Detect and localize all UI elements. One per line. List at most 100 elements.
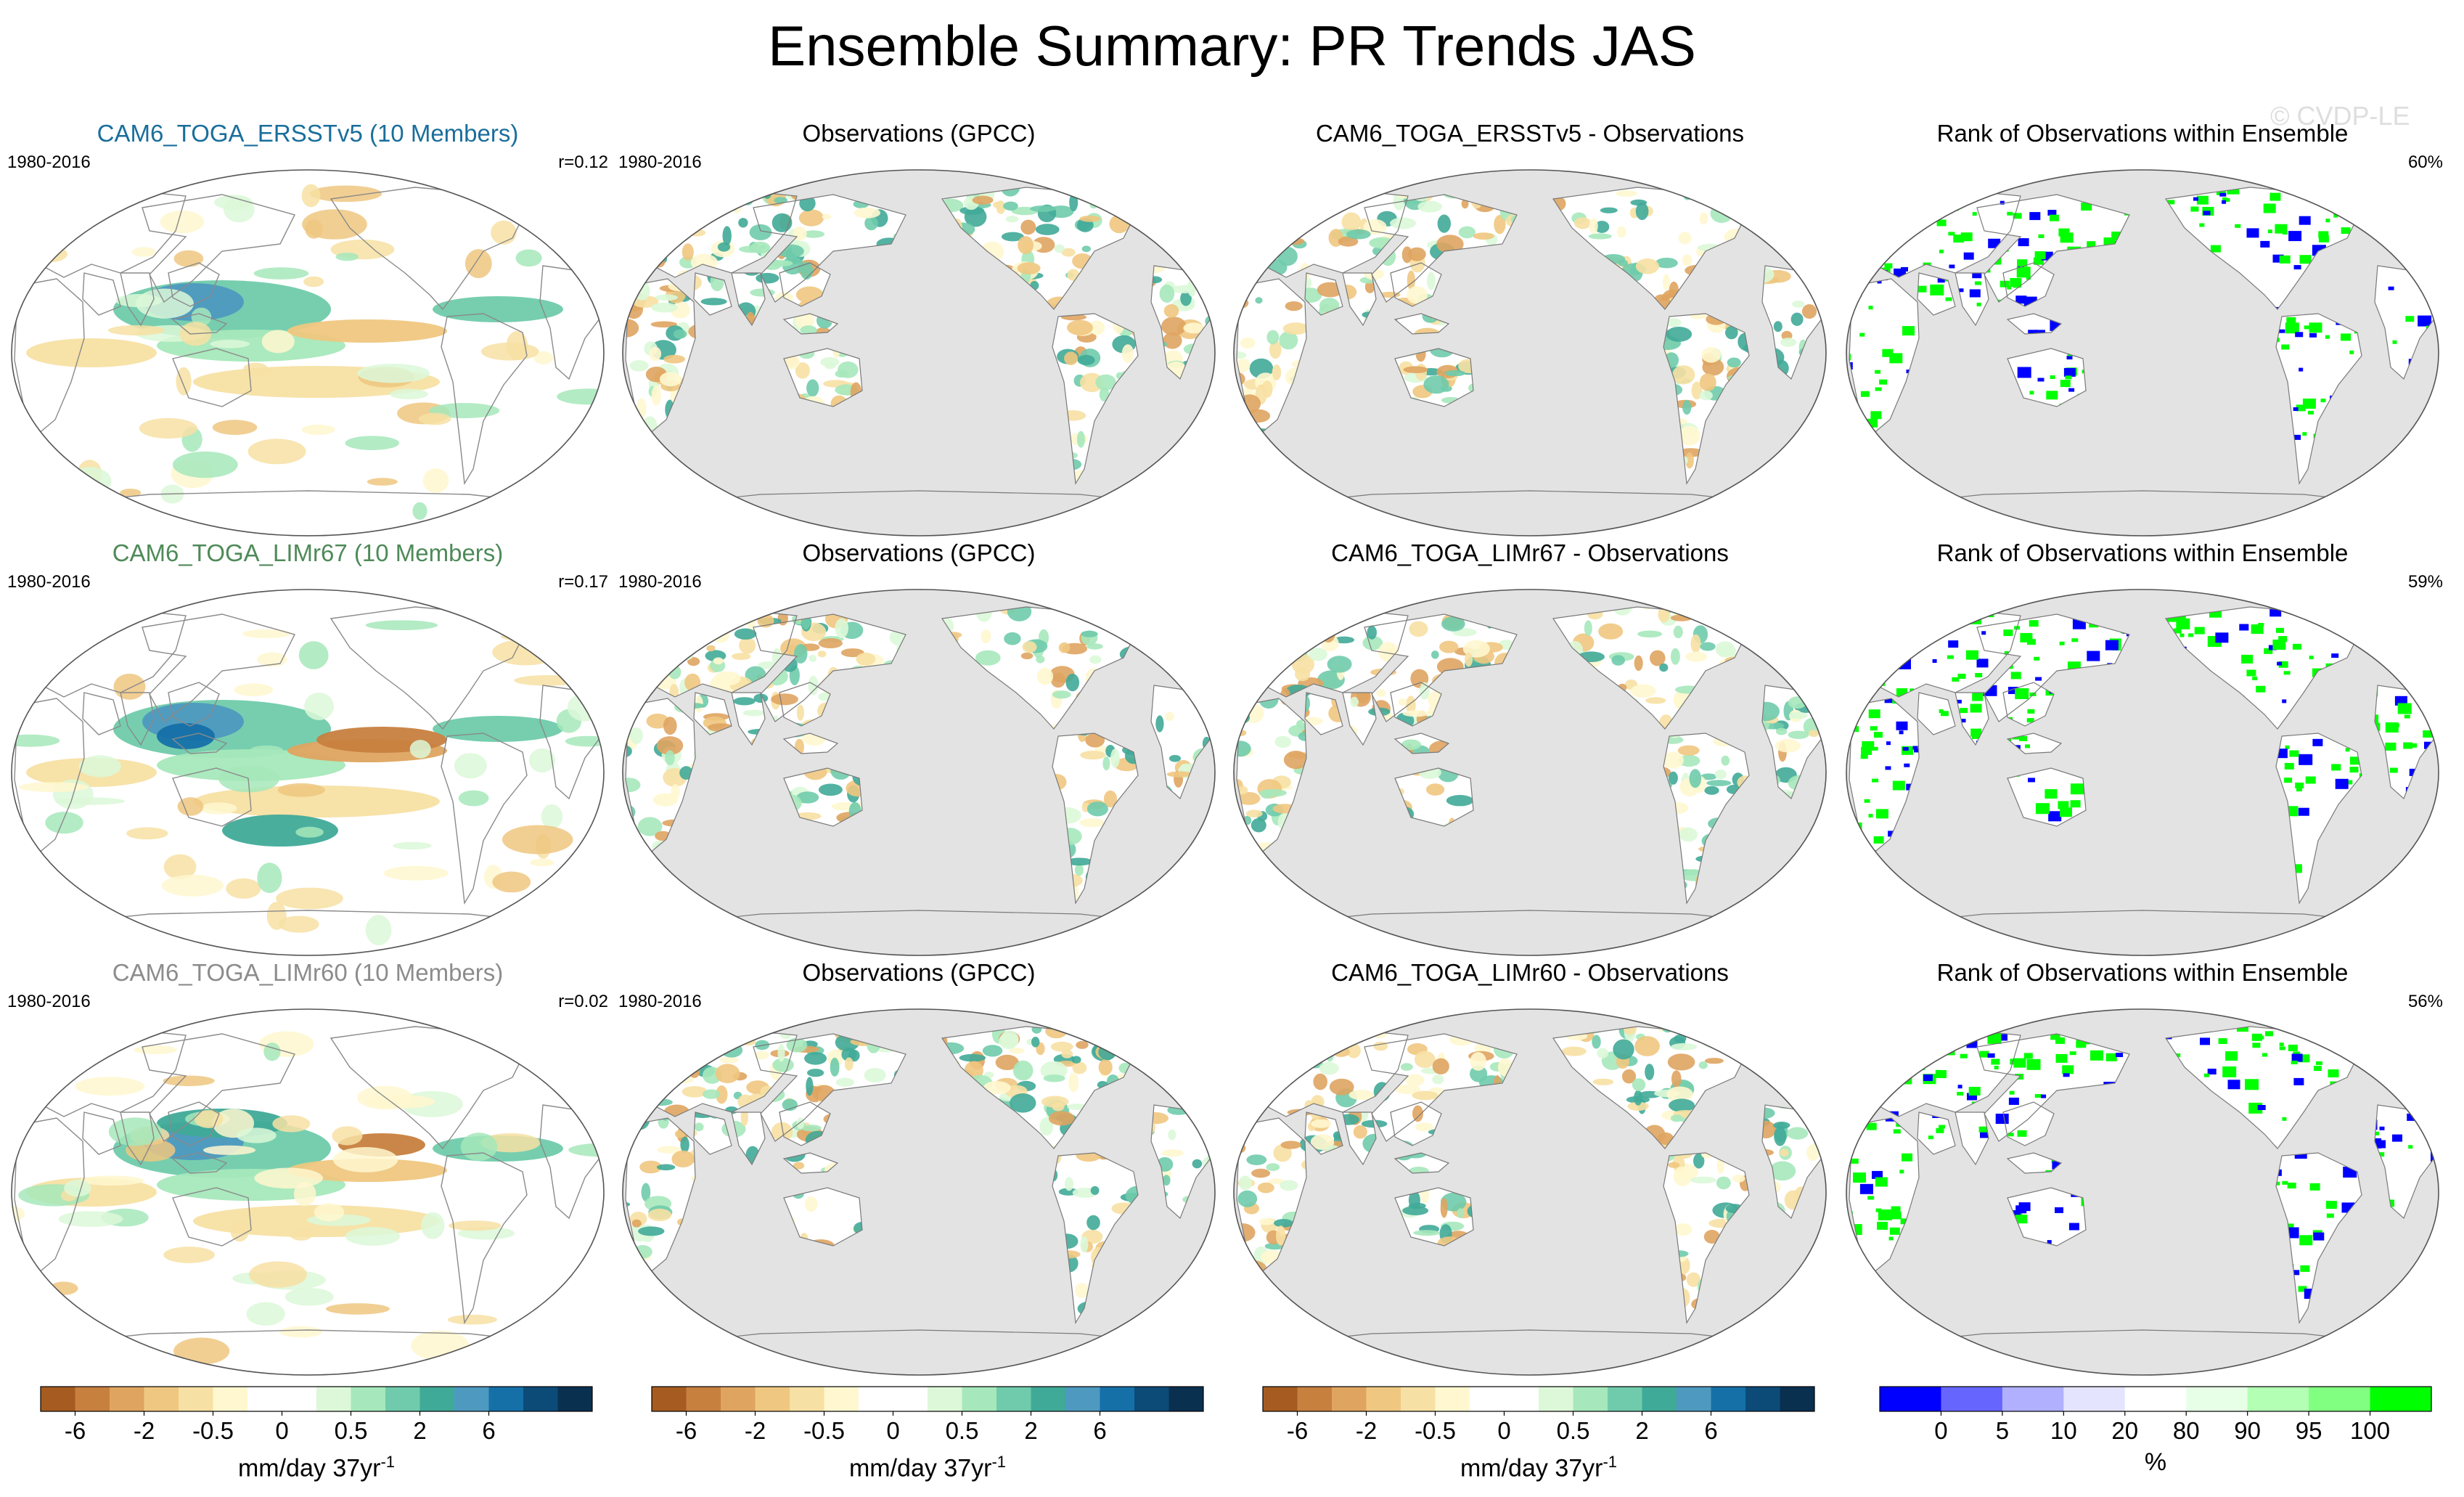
land-india	[1955, 273, 1989, 325]
rank-cell	[2389, 767, 2398, 773]
field-blob	[1088, 177, 1106, 182]
field-blob	[1671, 648, 1680, 665]
rank-cell	[1864, 799, 1870, 803]
field-blob	[1278, 886, 1299, 903]
field-blob	[1171, 479, 1187, 484]
field-blob	[1302, 186, 1312, 196]
land-arabia	[1917, 693, 1955, 735]
rank-cell	[2034, 251, 2046, 260]
field-blob	[1689, 769, 1702, 788]
rank-cell	[1892, 624, 1897, 629]
field-blob	[1814, 408, 1826, 428]
field-blob	[1131, 177, 1150, 184]
field-blob	[674, 1061, 698, 1073]
rank-cell	[2328, 934, 2341, 943]
field-blob	[626, 778, 641, 793]
land-maritime	[171, 733, 228, 754]
field-blob	[1196, 1295, 1215, 1304]
field-blob	[682, 649, 692, 656]
land-africa	[1236, 698, 1307, 854]
rank-cell	[1849, 629, 1855, 637]
rank-cell	[2437, 910, 2446, 921]
field-blob	[1757, 194, 1783, 213]
field-blob	[1159, 285, 1175, 303]
field-blob	[12, 1074, 54, 1095]
field-blob	[1012, 1369, 1020, 1381]
field-blob	[626, 836, 629, 852]
field-blob	[1760, 465, 1776, 478]
field-blob	[1827, 164, 1833, 181]
field-blob	[1494, 215, 1506, 234]
field-blob	[1797, 237, 1809, 253]
field-blob	[1252, 632, 1269, 644]
rank-cell	[1854, 706, 1860, 711]
rank-cell	[2268, 944, 2272, 947]
field-blob	[631, 177, 659, 187]
field-blob	[1325, 615, 1340, 636]
field-blob	[1103, 790, 1118, 808]
field-blob	[1288, 921, 1300, 938]
rank-cell	[2411, 457, 2423, 466]
rank-cell	[2431, 924, 2438, 929]
field-blob	[1097, 177, 1118, 184]
field-blob	[1775, 727, 1788, 735]
field-blob	[689, 219, 702, 229]
field-blob	[1699, 391, 1713, 401]
field-blob	[1237, 792, 1261, 805]
rank-cell	[2284, 778, 2293, 783]
field-blob	[818, 692, 831, 701]
field-blob	[1237, 677, 1245, 698]
field-blob	[1409, 621, 1428, 637]
field-blob	[1161, 181, 1174, 202]
rank-cell	[2392, 340, 2397, 344]
rank-cell	[2235, 224, 2241, 228]
field-blob	[332, 1147, 398, 1172]
rank-cell	[2440, 393, 2446, 403]
field-blob	[1171, 1293, 1179, 1313]
rank-cell	[1939, 249, 1944, 253]
field-blob	[1163, 332, 1182, 349]
rank-cell	[1897, 884, 1912, 896]
field-blob	[1149, 942, 1160, 951]
land-s-america	[441, 733, 528, 905]
field-blob	[1805, 441, 1826, 460]
field-blob	[1168, 1129, 1176, 1141]
field-blob	[1128, 627, 1154, 639]
field-blob	[749, 224, 772, 240]
field-blob	[1662, 164, 1680, 174]
field-blob	[1277, 597, 1294, 616]
rank-cell	[2013, 213, 2022, 219]
field-blob	[651, 385, 661, 406]
rank-cell	[1891, 475, 1899, 480]
field-blob	[1584, 620, 1592, 636]
field-blob	[1005, 216, 1019, 223]
field-blob	[1786, 643, 1805, 650]
field-blob	[236, 1127, 277, 1143]
map	[11, 169, 605, 537]
field-blob	[733, 697, 756, 706]
field-blob	[700, 164, 714, 171]
rank-cell	[2356, 492, 2368, 502]
field-blob	[642, 513, 666, 521]
rank-cell	[2415, 941, 2420, 945]
rank-cell	[2278, 636, 2288, 643]
field-blob	[671, 882, 685, 892]
field-blob	[1044, 177, 1062, 182]
field-blob	[1227, 913, 1242, 921]
field-blob	[1294, 585, 1310, 591]
field-blob	[120, 489, 142, 497]
field-blob	[1213, 849, 1215, 870]
field-blob	[1164, 216, 1179, 225]
field-blob	[1699, 177, 1727, 195]
field-blob	[1720, 494, 1735, 507]
field-blob	[1783, 930, 1793, 942]
field-blob	[1171, 886, 1193, 897]
field-blob	[1237, 220, 1251, 230]
field-blob	[1105, 1003, 1125, 1012]
rank-percent-label: 60%	[2407, 152, 2443, 172]
rank-cell	[1917, 285, 1927, 293]
field-blob	[652, 793, 678, 807]
field-blob	[1332, 599, 1359, 616]
rank-cell	[2246, 228, 2259, 238]
field-blob	[1738, 177, 1755, 194]
